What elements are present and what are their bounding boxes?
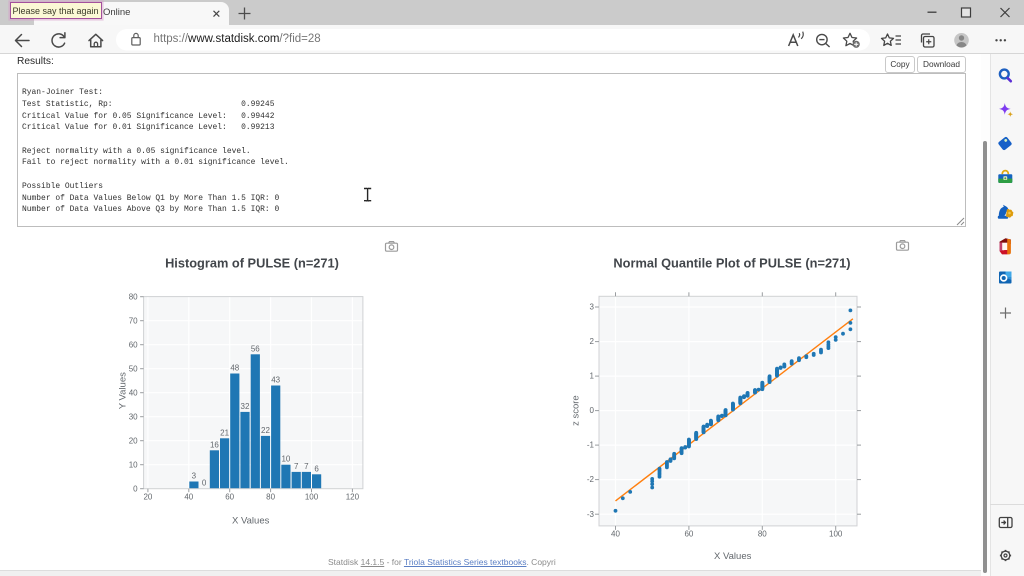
svg-text:20: 20 [143, 493, 152, 502]
svg-text:-1: -1 [587, 441, 595, 450]
svg-text:40: 40 [611, 529, 620, 538]
svg-text:50: 50 [129, 364, 138, 373]
svg-text:48: 48 [230, 364, 239, 373]
svg-text:-2: -2 [587, 475, 595, 484]
svg-text:0: 0 [202, 479, 207, 488]
svg-text:70: 70 [129, 316, 138, 325]
svg-text:X Values: X Values [714, 551, 752, 562]
svg-text:3: 3 [192, 472, 197, 481]
svg-text:0: 0 [590, 406, 595, 415]
svg-text:0: 0 [133, 484, 138, 493]
svg-text:Normal Quantile Plot of PULSE: Normal Quantile Plot of PULSE (n=271) [613, 256, 850, 271]
svg-text:z score: z score [571, 395, 582, 426]
svg-text:2: 2 [590, 337, 595, 346]
svg-text:3: 3 [590, 303, 595, 312]
svg-text:100: 100 [829, 529, 843, 538]
svg-text:40: 40 [129, 388, 138, 397]
svg-text:Y Values: Y Values [118, 372, 129, 409]
svg-text:6: 6 [314, 464, 319, 473]
svg-text:120: 120 [346, 493, 360, 502]
svg-text:10: 10 [281, 455, 290, 464]
svg-text:22: 22 [261, 426, 270, 435]
svg-text:21: 21 [220, 428, 229, 437]
svg-text:X Values: X Values [232, 516, 270, 527]
svg-text:10: 10 [129, 460, 138, 469]
svg-text:30: 30 [129, 412, 138, 421]
svg-text:32: 32 [241, 402, 250, 411]
svg-text:-3: -3 [587, 510, 595, 519]
svg-text:60: 60 [225, 493, 234, 502]
svg-text:40: 40 [184, 493, 193, 502]
svg-text:Histogram of PULSE (n=271): Histogram of PULSE (n=271) [165, 256, 339, 271]
svg-text:7: 7 [304, 462, 309, 471]
svg-text:56: 56 [251, 344, 260, 353]
svg-text:7: 7 [294, 462, 299, 471]
svg-text:1: 1 [590, 372, 595, 381]
svg-text:60: 60 [129, 340, 138, 349]
svg-text:43: 43 [271, 376, 280, 385]
svg-text:60: 60 [684, 529, 693, 538]
svg-text:16: 16 [210, 440, 219, 449]
svg-text:20: 20 [129, 436, 138, 445]
svg-text:80: 80 [758, 529, 767, 538]
svg-text:80: 80 [266, 493, 275, 502]
svg-text:100: 100 [305, 493, 319, 502]
svg-text:80: 80 [129, 292, 138, 301]
